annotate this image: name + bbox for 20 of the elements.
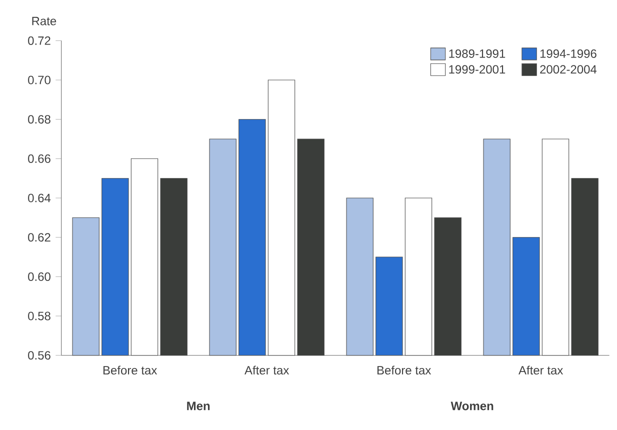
y-tick-label: 0.58 bbox=[28, 312, 50, 320]
y-tick-label: 0.70 bbox=[28, 76, 50, 84]
text: Women bbox=[450, 402, 494, 410]
x-tick-label: Before tax bbox=[377, 366, 432, 375]
y-tick-label: 0.60 bbox=[28, 272, 50, 281]
y-tick-label: 0.66 bbox=[28, 154, 50, 163]
x-tick-label: After tax bbox=[244, 366, 290, 375]
y-axis-title: Rate bbox=[32, 16, 56, 26]
x-tick-label: Before tax bbox=[103, 366, 158, 375]
text: Men bbox=[187, 402, 210, 410]
legend-label: 1999-2001 bbox=[449, 65, 506, 74]
y-tick-label: 0.56 bbox=[28, 351, 50, 360]
legend-label: 1989-1991 bbox=[449, 49, 506, 58]
y-tick-label: 0.64 bbox=[28, 194, 51, 202]
legend-label: 2002-2004 bbox=[540, 65, 597, 74]
x-tick-label: After tax bbox=[518, 366, 564, 375]
y-tick-label: 0.68 bbox=[28, 115, 50, 124]
legend-label: 1994-1996 bbox=[540, 49, 596, 58]
y-tick-label: 0.62 bbox=[28, 233, 50, 242]
y-tick-label: 0.72 bbox=[28, 36, 50, 45]
